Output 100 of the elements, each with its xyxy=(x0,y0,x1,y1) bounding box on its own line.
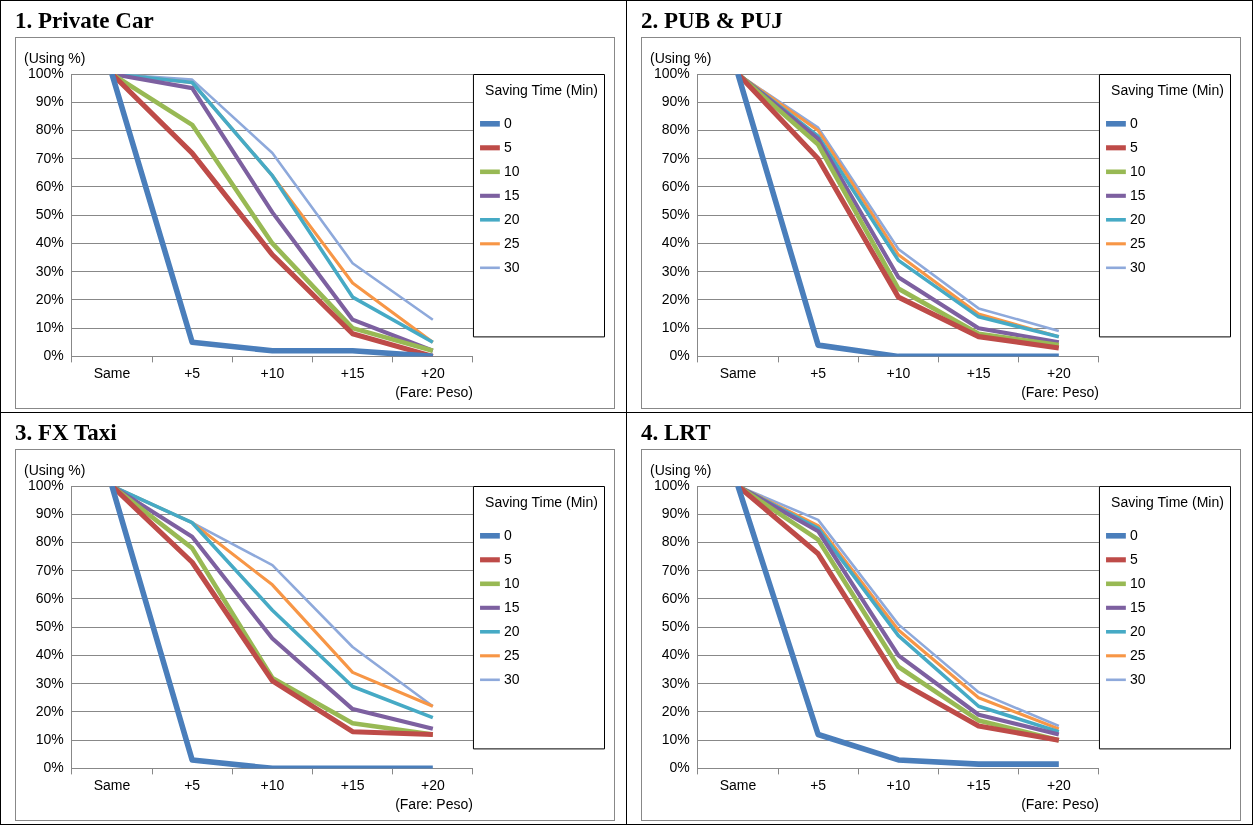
legend-title: Saving Time (Min) xyxy=(485,81,598,98)
legend-title: Saving Time (Min) xyxy=(1111,493,1224,510)
x-tick-label: +10 xyxy=(260,776,285,793)
y-tick-label: 0% xyxy=(669,759,690,776)
legend-label: 0 xyxy=(1129,526,1138,543)
y-tick-label: 0% xyxy=(43,759,64,776)
y-tick-label: 80% xyxy=(35,533,64,550)
y-tick-label: 20% xyxy=(35,702,64,719)
x-tick-label: +10 xyxy=(886,776,911,793)
y-tick-label: 30% xyxy=(661,674,690,691)
y-tick-label: 40% xyxy=(661,646,690,663)
x-tick-label: +20 xyxy=(420,364,445,381)
x-tick-label: +20 xyxy=(1046,776,1071,793)
y-tick-label: 50% xyxy=(661,206,690,223)
legend-label: 0 xyxy=(503,526,512,543)
legend-title: Saving Time (Min) xyxy=(1111,81,1224,98)
legend-label: 20 xyxy=(1129,210,1146,227)
legend-label: 5 xyxy=(1129,138,1138,155)
y-axis-title: (Using %) xyxy=(24,461,86,478)
y-tick-label: 70% xyxy=(661,149,690,166)
y-tick-label: 30% xyxy=(35,674,64,691)
legend-label: 0 xyxy=(503,114,512,131)
y-tick-label: 70% xyxy=(661,561,690,578)
legend-label: 25 xyxy=(503,646,520,663)
legend-label: 10 xyxy=(1129,162,1146,179)
legend-label: 25 xyxy=(1129,646,1146,663)
x-tick-label: +5 xyxy=(184,364,201,381)
legend-label: 15 xyxy=(1129,186,1146,203)
y-tick-label: 10% xyxy=(35,319,64,336)
x-tick-label: +5 xyxy=(810,776,827,793)
y-tick-label: 90% xyxy=(35,93,64,110)
x-axis-title: (Fare: Peso) xyxy=(1021,384,1099,401)
chart-title: 4. LRT xyxy=(641,419,712,447)
y-tick-label: 30% xyxy=(661,262,690,279)
x-axis-title: (Fare: Peso) xyxy=(395,796,473,813)
x-tick-label: +10 xyxy=(260,364,285,381)
y-tick-label: 50% xyxy=(35,618,64,635)
legend-label: 30 xyxy=(1129,670,1146,687)
y-tick-label: 70% xyxy=(35,561,64,578)
y-tick-label: 20% xyxy=(661,290,690,307)
legend-label: 30 xyxy=(503,670,520,687)
y-tick-label: 30% xyxy=(35,262,64,279)
x-tick-label: +5 xyxy=(184,776,201,793)
y-tick-label: 90% xyxy=(661,505,690,522)
x-tick-label: +15 xyxy=(966,776,991,793)
y-tick-label: 60% xyxy=(35,589,64,606)
legend-label: 15 xyxy=(1129,598,1146,615)
x-tick-label: +15 xyxy=(340,776,365,793)
x-axis-title: (Fare: Peso) xyxy=(1021,796,1099,813)
legend-label: 5 xyxy=(503,550,512,567)
x-tick-label: +20 xyxy=(1046,364,1071,381)
legend-title: Saving Time (Min) xyxy=(485,493,598,510)
legend-label: 30 xyxy=(1129,258,1146,275)
y-tick-label: 20% xyxy=(35,290,64,307)
legend-label: 20 xyxy=(503,210,520,227)
legend-label: 5 xyxy=(1129,550,1138,567)
legend-label: 20 xyxy=(1129,622,1146,639)
y-tick-label: 50% xyxy=(35,206,64,223)
x-axis-title: (Fare: Peso) xyxy=(395,384,473,401)
y-tick-label: 0% xyxy=(669,347,690,364)
x-tick-label: +20 xyxy=(420,776,445,793)
y-tick-label: 40% xyxy=(35,646,64,663)
y-axis-title: (Using %) xyxy=(650,461,712,478)
x-tick-label: Same xyxy=(93,776,131,793)
y-tick-label: 40% xyxy=(35,234,64,251)
x-tick-label: Same xyxy=(719,776,757,793)
legend-label: 15 xyxy=(503,186,520,203)
legend-label: 10 xyxy=(1129,574,1146,591)
y-axis-title: (Using %) xyxy=(650,49,712,66)
y-tick-label: 0% xyxy=(43,347,64,364)
x-tick-label: Same xyxy=(93,364,131,381)
chart-title: 3. FX Taxi xyxy=(15,419,118,447)
chart-title: 2. PUB & PUJ xyxy=(641,7,784,35)
chart-title: 1. Private Car xyxy=(15,7,155,35)
legend-label: 5 xyxy=(503,138,512,155)
legend-label: 30 xyxy=(503,258,520,275)
legend-label: 15 xyxy=(503,598,520,615)
y-tick-label: 60% xyxy=(661,589,690,606)
x-tick-label: Same xyxy=(719,364,757,381)
y-tick-label: 10% xyxy=(661,319,690,336)
legend-label: 10 xyxy=(503,162,520,179)
y-tick-label: 80% xyxy=(661,533,690,550)
y-tick-label: 90% xyxy=(35,505,64,522)
legend-label: 25 xyxy=(1129,234,1146,251)
x-tick-label: +15 xyxy=(966,364,991,381)
y-tick-label: 90% xyxy=(661,93,690,110)
y-tick-label: 80% xyxy=(35,121,64,138)
y-tick-label: 20% xyxy=(661,702,690,719)
x-tick-label: +5 xyxy=(810,364,827,381)
x-tick-label: +15 xyxy=(340,364,365,381)
y-tick-label: 70% xyxy=(35,149,64,166)
legend-label: 10 xyxy=(503,574,520,591)
y-tick-label: 10% xyxy=(35,731,64,748)
y-axis-title: (Using %) xyxy=(24,49,86,66)
y-tick-label: 80% xyxy=(661,121,690,138)
y-tick-label: 60% xyxy=(661,177,690,194)
legend-label: 20 xyxy=(503,622,520,639)
x-tick-label: +10 xyxy=(886,364,911,381)
y-tick-label: 60% xyxy=(35,177,64,194)
legend-label: 25 xyxy=(503,234,520,251)
